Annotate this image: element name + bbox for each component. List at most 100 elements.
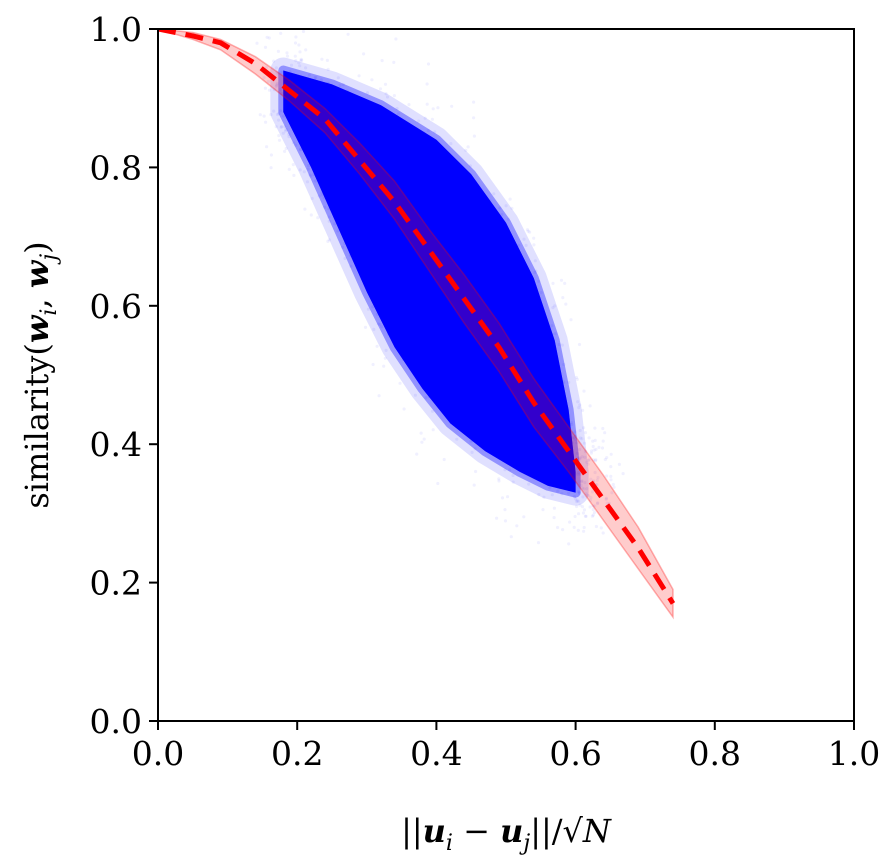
scatter-point [277, 112, 281, 116]
scatter-point [526, 229, 530, 233]
scatter-point [577, 512, 581, 516]
scatter-point [525, 228, 530, 232]
scatter-point [583, 481, 587, 485]
scatter-point [601, 439, 605, 443]
scatter-point [591, 504, 595, 508]
y-ticks: 0.0 0.2 0.4 0.6 0.8 1.0 [90, 10, 158, 741]
scatter-point [430, 117, 434, 121]
scatter-point [590, 490, 595, 494]
scatter-point [577, 491, 582, 495]
scatter-point [283, 129, 288, 133]
scatter-point [317, 194, 321, 198]
scatter-point [582, 426, 586, 430]
scatter-point [282, 114, 286, 118]
scatter-point [279, 31, 283, 35]
scatter-point [327, 215, 331, 219]
scatter-point [579, 483, 583, 487]
scatter-point [415, 452, 419, 456]
scatter-point [341, 245, 345, 249]
x-axis-label: ||ui − uj||/√N [401, 812, 612, 856]
scatter-point [539, 291, 543, 295]
scatter-point [263, 45, 268, 50]
scatter-point [601, 531, 605, 535]
scatter-point [583, 431, 588, 435]
scatter-point [283, 125, 287, 129]
scatter-point [436, 106, 440, 110]
scatter-point [578, 456, 582, 460]
scatter-point [580, 479, 584, 483]
scatter-point [532, 243, 536, 247]
scatter-point [533, 259, 537, 263]
scatter-point [276, 49, 280, 54]
scatter-point [510, 206, 514, 210]
scatter-point [272, 59, 276, 63]
scatter-point [573, 437, 578, 441]
scatter-point [413, 393, 417, 397]
scatter-point [508, 197, 512, 201]
scatter-point [575, 499, 579, 504]
plot-frame [157, 28, 855, 722]
scatter-point [298, 24, 301, 27]
scatter-cloud [255, 24, 625, 546]
scatter-point [380, 59, 384, 63]
scatter-point [567, 380, 571, 384]
scatter-point [424, 396, 428, 400]
scatter-point [537, 279, 541, 283]
scatter-point [278, 87, 282, 91]
scatter-point [382, 25, 385, 28]
scatter-point [588, 505, 592, 509]
scatter-point [378, 322, 382, 327]
scatter-point [578, 428, 582, 433]
scatter-point [582, 529, 586, 533]
scatter-point [550, 493, 554, 497]
scatter-point [305, 180, 310, 184]
scatter-point [500, 212, 504, 217]
scatter-point [577, 447, 582, 452]
scatter-point [293, 54, 297, 58]
x-ticks: 0.0 0.2 0.4 0.6 0.8 1.0 [132, 721, 880, 773]
scatter-point [269, 153, 273, 157]
scatter-point [591, 513, 595, 517]
scatter-point [591, 507, 595, 512]
scatter-point [504, 204, 508, 208]
scatter-point [274, 84, 278, 88]
scatter-point [511, 473, 515, 478]
scatter-point [279, 125, 283, 129]
scatter-point [577, 490, 582, 494]
scatter-point [385, 95, 390, 99]
x-tick-label: 0.2 [271, 734, 323, 773]
scatter-point [323, 205, 327, 209]
scatter-point [314, 75, 318, 80]
scatter-point [561, 528, 565, 532]
scatter-point [589, 451, 594, 455]
scatter-point [585, 487, 589, 491]
scatter-point [589, 477, 593, 481]
scatter-point [302, 170, 306, 174]
scatter-point [611, 482, 615, 487]
scatter-point [497, 477, 501, 481]
scatter-point [560, 343, 564, 347]
scatter-point [524, 243, 528, 247]
y-tick-label: 0.6 [90, 287, 142, 326]
scatter-point [298, 168, 302, 172]
scatter-point [264, 65, 269, 69]
scatter-point [274, 125, 278, 129]
scatter-point [508, 468, 512, 472]
scatter-point [601, 426, 605, 431]
scatter-point [307, 73, 311, 77]
scatter-point [609, 452, 613, 456]
scatter-point [550, 324, 554, 328]
scatter-point [581, 408, 585, 412]
scatter-point [384, 92, 388, 96]
scatter-point [578, 436, 583, 440]
scatter-point [297, 61, 301, 65]
scatter-point [333, 222, 337, 226]
scatter-point [548, 486, 552, 490]
scatter-point [609, 465, 613, 469]
scatter-point [377, 394, 381, 398]
scatter-point [450, 104, 454, 108]
scatter-point [392, 94, 396, 98]
scatter-point [603, 457, 607, 462]
scatter-point [503, 519, 508, 523]
scatter-point [327, 238, 331, 242]
